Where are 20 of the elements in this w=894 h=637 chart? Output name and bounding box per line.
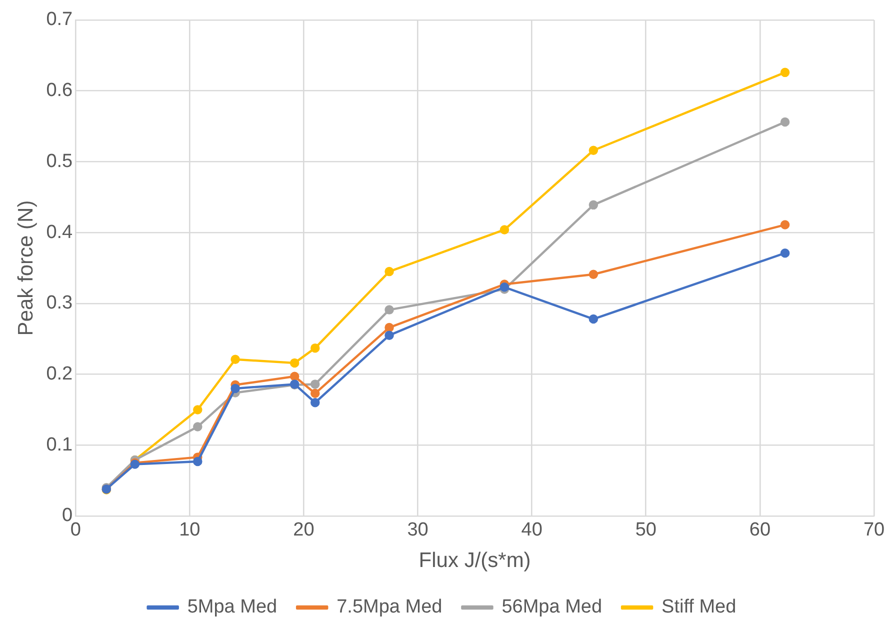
legend-label: Stiff Med [662, 596, 736, 618]
y-tick-label: 0.5 [46, 150, 73, 172]
legend-label: 56Mpa Med [502, 596, 602, 618]
y-tick-label: 0.6 [46, 80, 73, 102]
x-tick-label: 10 [179, 520, 200, 541]
y-tick-label: 0.1 [46, 434, 73, 456]
x-tick-label: 40 [521, 520, 542, 541]
x-tick-label: 30 [407, 520, 428, 541]
y-tick-label: 0.2 [46, 364, 73, 385]
legend-label: 5Mpa Med [187, 596, 278, 618]
y-tick-label: 0.4 [46, 222, 74, 243]
y-tick-label: 0.3 [46, 292, 73, 314]
x-tick-label: 20 [293, 520, 314, 541]
y-tick-label: 0.7 [46, 9, 73, 30]
x-tick-label: 60 [749, 520, 771, 541]
y-axis-title: Peak force (N) [14, 200, 38, 336]
legend-label: 7.5Mpa Med [336, 596, 442, 618]
x-tick-label: 50 [635, 520, 656, 541]
x-tick-label: 70 [863, 520, 885, 541]
x-axis-title: Flux J/(s*m) [418, 549, 531, 572]
